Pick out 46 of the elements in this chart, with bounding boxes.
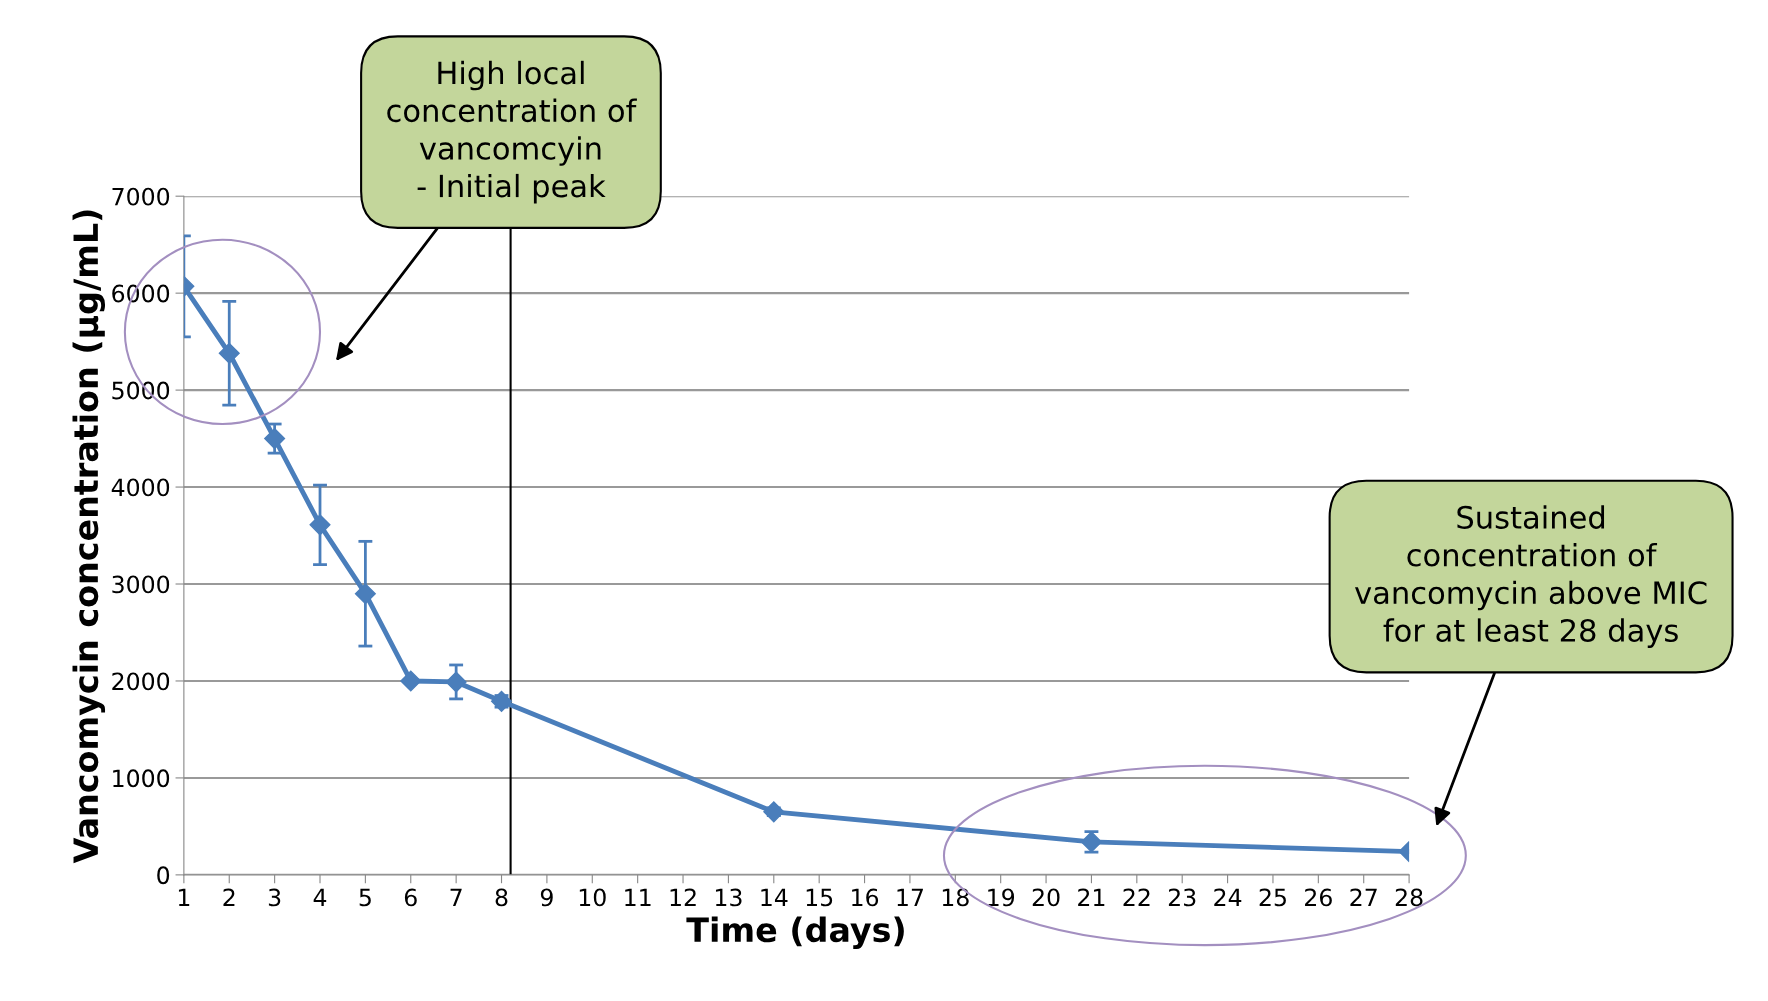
x-tick-label: 3 [268, 888, 281, 907]
x-tick-label: 28 [1395, 888, 1423, 907]
x-tick-label: 12 [670, 888, 696, 907]
x-tick-label: 6 [404, 888, 417, 907]
point [400, 670, 422, 692]
x-tick-label: 13 [715, 888, 742, 907]
y-tick-label: 4000 [111, 478, 170, 497]
x-tick-label: 15 [806, 888, 833, 907]
x-tick-label: 19 [988, 888, 1015, 907]
y-tick-label: 5000 [112, 381, 170, 400]
x-tick-label: 9 [540, 888, 553, 907]
x-tick-label: 27 [1350, 888, 1377, 907]
y-tick-label: 0 [157, 866, 170, 885]
x-tick-label: 25 [1259, 888, 1286, 907]
y-tick-label: 6000 [112, 284, 170, 303]
y-tick-label: 7000 [112, 187, 170, 206]
point [309, 514, 331, 536]
x-tick-label: 23 [1168, 888, 1196, 907]
x-tick-label: 1 [178, 888, 190, 907]
x-tick-label: 11 [625, 888, 651, 907]
x-tick-label: 22 [1123, 888, 1150, 907]
x-tick-label: 16 [852, 888, 879, 907]
x-tick-label: 2 [223, 888, 235, 907]
x-tick-label: 24 [1214, 888, 1242, 907]
y-tick-label: 3000 [112, 575, 170, 594]
x-tick-label: 21 [1078, 888, 1105, 907]
x-tick-label: 26 [1305, 888, 1332, 907]
x-tick-label: 8 [495, 888, 508, 907]
x-tick-label: 18 [942, 888, 969, 907]
point [354, 583, 376, 605]
x-tick-label: 14 [761, 888, 788, 907]
annotation: High local concentration of vancomcyin - Initial peak [387, 60, 637, 204]
x-tick-label: 10 [579, 888, 606, 907]
x-tick-label: 7 [450, 888, 462, 907]
x-tick-label: 4 [313, 888, 327, 907]
x-tick-label: 20 [1032, 888, 1060, 907]
x-axis-title: Time (days) [686, 916, 904, 949]
point [218, 342, 240, 364]
y-tick-label: 1000 [113, 769, 170, 788]
x-tick-label: 17 [897, 888, 923, 907]
y-axis-title: Vancomycin concentration (µg/mL) [72, 210, 106, 864]
y-tick-label: 2000 [112, 672, 170, 691]
x-tick-label: 5 [359, 888, 371, 907]
point [264, 428, 286, 450]
point [445, 671, 467, 693]
annotation: Sustained concentration of vancomycin above MIC for at least 28 days [1354, 505, 1707, 648]
